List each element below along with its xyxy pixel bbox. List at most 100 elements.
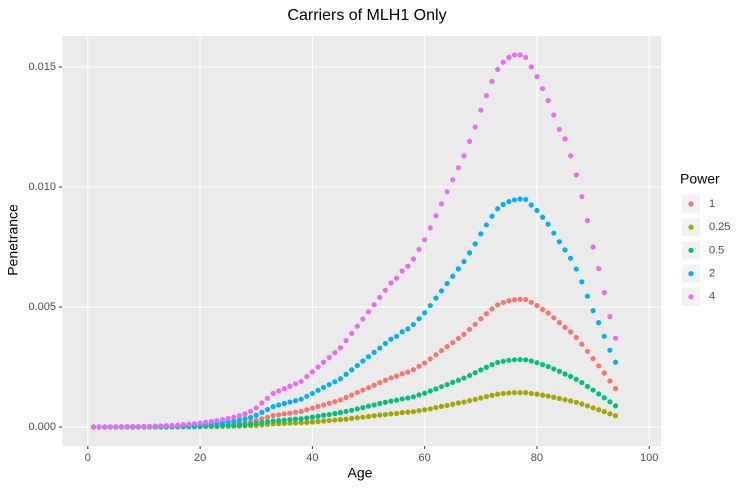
point: [573, 266, 579, 272]
point: [287, 410, 293, 416]
point: [388, 280, 394, 286]
x-tick-label: 80: [531, 452, 543, 464]
point: [455, 377, 461, 383]
point: [596, 391, 602, 397]
point: [410, 256, 417, 262]
point: [102, 424, 108, 430]
point: [545, 393, 551, 399]
point: [405, 409, 411, 415]
point: [382, 340, 388, 347]
point: [427, 225, 433, 231]
point: [264, 414, 271, 420]
point: [489, 213, 495, 219]
point: [534, 302, 540, 309]
point: [590, 244, 596, 250]
x-tick-label: 60: [419, 452, 431, 464]
point: [90, 424, 97, 430]
point: [534, 391, 540, 397]
point: [304, 393, 310, 399]
point: [416, 408, 422, 414]
point: [298, 396, 304, 402]
point: [343, 408, 349, 415]
point: [500, 299, 506, 306]
point: [388, 336, 394, 342]
point: [483, 93, 490, 99]
point: [377, 412, 383, 418]
point: [562, 397, 568, 403]
point: [500, 201, 506, 208]
point: [287, 420, 293, 426]
point: [360, 404, 366, 411]
point: [225, 415, 231, 421]
point: [539, 214, 546, 220]
point: [612, 403, 619, 409]
point: [579, 279, 585, 285]
point: [321, 412, 327, 418]
point: [495, 206, 501, 212]
point: [573, 334, 579, 341]
legend-label: 1: [709, 198, 715, 210]
point: [584, 348, 591, 355]
point: [461, 375, 467, 381]
point: [506, 298, 512, 304]
point: [388, 411, 394, 417]
point: [298, 420, 304, 426]
point: [545, 221, 551, 227]
point: [433, 404, 439, 411]
point: [450, 339, 456, 346]
point: [321, 384, 327, 391]
point: [461, 399, 467, 405]
point: [495, 302, 501, 308]
point: [579, 380, 585, 386]
point: [253, 420, 259, 427]
point: [489, 306, 495, 312]
point: [601, 370, 607, 376]
point: [596, 266, 602, 272]
point: [276, 388, 282, 394]
point: [422, 310, 428, 316]
point: [528, 299, 534, 306]
point: [382, 287, 388, 293]
point: [371, 302, 377, 308]
point: [264, 406, 271, 413]
point: [433, 352, 439, 358]
point: [601, 395, 607, 401]
point: [399, 371, 405, 377]
point: [203, 419, 209, 425]
point: [410, 367, 417, 373]
point: [438, 403, 445, 409]
point: [590, 308, 596, 314]
point: [590, 387, 596, 393]
point: [472, 241, 478, 247]
point: [438, 384, 445, 390]
point: [495, 66, 501, 72]
point: [489, 362, 495, 368]
legend-label: 0.5: [709, 244, 724, 256]
point: [534, 73, 540, 80]
point: [124, 424, 130, 430]
point: [472, 124, 478, 130]
point: [534, 360, 540, 366]
legend-marker: [688, 271, 694, 277]
point: [573, 399, 579, 405]
point: [298, 416, 304, 422]
point: [292, 420, 299, 426]
point: [281, 411, 287, 417]
point: [545, 97, 551, 104]
point: [242, 416, 248, 422]
point: [495, 359, 501, 366]
legend-marker: [688, 201, 694, 207]
point: [186, 421, 192, 427]
point: [517, 390, 523, 396]
point: [236, 417, 242, 423]
point: [601, 290, 607, 296]
point: [393, 275, 400, 281]
legend-marker: [688, 247, 694, 253]
x-tick-label: 20: [194, 452, 206, 464]
point: [388, 375, 394, 381]
point: [236, 413, 242, 419]
point: [371, 349, 377, 355]
point: [539, 306, 546, 313]
point: [337, 416, 344, 423]
point: [438, 348, 445, 354]
